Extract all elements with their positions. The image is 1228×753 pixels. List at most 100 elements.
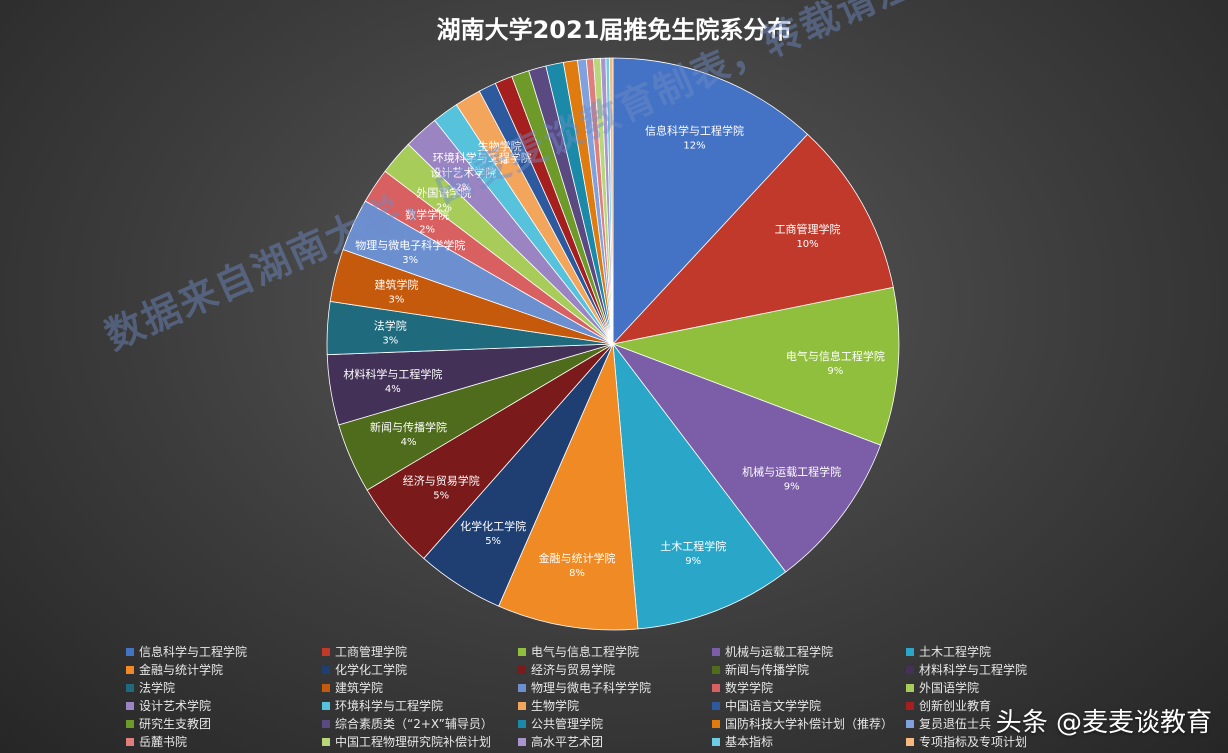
legend-swatch [126,683,134,692]
slice-category-label: 电气与信息工程学院 [786,349,885,363]
legend-swatch [322,683,330,692]
legend-label: 创新创业教育 [919,699,992,713]
legend-item: 电气与信息工程学院 [518,643,712,660]
legend-item: 复员退伍士兵 [906,715,1092,732]
slice-percent-label: 4% [401,437,417,448]
pie-slice [498,343,639,631]
legend-swatch [126,719,134,728]
pie-slice [609,57,614,345]
slice-category-label: 经济与贸易学院 [403,473,480,487]
legend-label: 信息科学与工程学院 [139,645,248,659]
legend-swatch [906,665,914,674]
pie-slice [611,133,894,345]
legend-swatch [712,683,720,692]
legend-item: 国防科技大学补偿计划（推荐） [712,715,906,732]
pie-slice [612,342,787,630]
legend-swatch [712,665,720,674]
legend-item: 机械与运载工程学院 [712,643,906,660]
slice-percent-label: 1% [492,156,508,167]
legend-item: 新闻与传播学院 [712,661,906,678]
legend-swatch [126,647,134,656]
slice-percent-label: 2% [455,183,471,194]
legend-item: 建筑学院 [322,679,518,696]
legend-item: 创新创业教育 [906,697,1092,714]
legend-label: 经济与贸易学院 [531,663,616,677]
legend-label: 研究生支教团 [139,717,212,731]
legend-label: 岳麓书院 [139,735,188,749]
legend-label: 基本指标 [725,735,774,749]
legend-swatch [322,737,330,746]
legend-swatch [518,737,526,746]
legend-label: 中国语言文学学院 [725,699,822,713]
slice-category-label: 法学院 [374,318,407,332]
legend-label: 物理与微电子科学学院 [531,681,652,695]
slice-percent-label: 9% [784,482,800,493]
slice-category-label: 生物学院 [478,139,522,153]
legend-item: 研究生支教团 [126,715,322,732]
legend-label: 金融与统计学院 [139,663,224,677]
legend-item: 外国语学院 [906,679,1092,696]
slice-category-label: 数学学院 [405,208,449,222]
slice-percent-label: 9% [827,366,843,377]
slice-percent-label: 5% [485,536,501,547]
slice-percent-label: 2% [419,225,435,236]
legend-item: 设计艺术学院 [126,697,322,714]
legend-item: 生物学院 [518,697,712,714]
legend-swatch [126,701,134,710]
legend-label: 设计艺术学院 [139,699,212,713]
slice-percent-label: 10% [796,239,818,250]
legend-item: 材料科学与工程学院 [906,661,1092,678]
legend-label: 高水平艺术团 [531,735,604,749]
legend-swatch [322,647,330,656]
legend-swatch [906,737,914,746]
legend-label: 法学院 [139,681,176,695]
slice-percent-label: 3% [382,335,398,346]
legend-label: 外国语学院 [919,681,980,695]
legend-label: 国防科技大学补偿计划（推荐） [725,717,894,731]
legend-swatch [906,719,914,728]
legend-label: 工商管理学院 [335,645,408,659]
legend-label: 土木工程学院 [919,645,992,659]
legend-swatch [518,683,526,692]
legend-label: 环境科学与工程学院 [335,699,444,713]
slice-category-label: 设计艺术学院 [430,166,496,180]
slice-percent-label: 5% [433,490,449,501]
pie-slice [612,57,809,346]
legend-item: 岳麓书院 [126,733,322,750]
legend-item: 数学学院 [712,679,906,696]
legend-swatch [712,701,720,710]
legend-swatch [712,719,720,728]
legend-item: 公共管理学院 [518,715,712,732]
slice-category-label: 材料科学与工程学院 [343,367,442,381]
legend-swatch [322,665,330,674]
legend-label: 电气与信息工程学院 [531,645,640,659]
slice-category-label: 外国语学院 [416,185,471,199]
slice-percent-label: 3% [389,294,405,305]
slice-percent-label: 3% [402,255,418,266]
slice-percent-label: 9% [685,556,701,567]
legend-swatch [518,701,526,710]
chart-title: 湖南大学2021届推免生院系分布 [436,16,792,44]
legend-item: 信息科学与工程学院 [126,643,322,660]
legend-label: 数学学院 [725,681,774,695]
slice-category-label: 物理与微电子科学学院 [355,238,465,252]
legend-item: 中国工程物理研究院补偿计划 [322,733,518,750]
slice-percent-label: 8% [569,568,585,579]
legend-item: 专项指标及专项计划 [906,733,1092,750]
legend-label: 综合素质类（“2+X”辅导员） [335,717,493,731]
slice-percent-label: 12% [683,140,705,151]
slice-category-label: 化学化工学院 [460,519,526,533]
legend-item: 经济与贸易学院 [518,661,712,678]
legend-item: 环境科学与工程学院 [322,697,518,714]
legend-item: 基本指标 [712,733,906,750]
pie-slice [611,286,900,446]
legend-swatch [126,737,134,746]
legend-swatch [712,647,720,656]
slice-percent-label: 2% [436,202,452,213]
legend-swatch [518,647,526,656]
slice-category-label: 土木工程学院 [660,539,726,553]
legend-item: 化学化工学院 [322,661,518,678]
slice-category-label: 建筑学院 [374,277,418,291]
legend-swatch [906,683,914,692]
pie-slice [611,343,882,573]
